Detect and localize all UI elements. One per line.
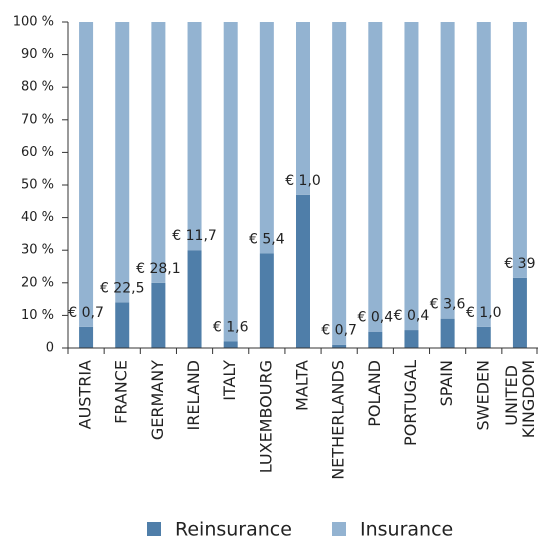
bar-segment — [151, 22, 166, 283]
bar-segment — [187, 250, 202, 348]
x-tick-label: NETHERLANDS — [329, 360, 348, 480]
bar-segment — [404, 330, 419, 348]
bar-segment — [115, 302, 130, 348]
y-tick-label: 80 % — [21, 80, 54, 95]
bar-segment — [151, 282, 166, 348]
data-annotation: € 11,7 — [172, 228, 217, 244]
bar-segment — [259, 22, 274, 254]
bar-segment — [296, 22, 310, 195]
data-annotation: € 5,4 — [249, 231, 285, 247]
x-tick-label: POLAND — [365, 360, 384, 427]
bar-segment — [440, 22, 455, 319]
x-tick-label: FRANCE — [112, 360, 131, 424]
bar-segment — [332, 22, 347, 345]
data-annotation: € 0,4 — [357, 310, 393, 326]
x-tick-label: IRELAND — [184, 360, 203, 430]
x-tick-label: GERMANY — [148, 360, 167, 440]
bar-segment — [223, 341, 238, 348]
x-tick-label: SPAIN — [437, 360, 456, 406]
bar-segment — [223, 22, 238, 342]
x-tick-label: LUXEMBOURG — [256, 360, 275, 473]
data-annotation: € 1,0 — [285, 173, 321, 189]
data-annotation: € 22,5 — [100, 280, 145, 296]
data-annotation: € 39 — [504, 256, 535, 272]
x-tick-label: UNITED KINGDOM — [501, 360, 537, 438]
y-tick-label: 50 % — [21, 178, 54, 193]
y-tick-label: 40 % — [21, 210, 54, 225]
bar-segment — [512, 277, 527, 348]
data-annotation: € 28,1 — [136, 261, 181, 277]
data-annotation: € 1,6 — [213, 319, 249, 335]
bar-segment — [259, 253, 274, 348]
legend-swatch — [147, 522, 161, 536]
y-tick-label: 100 % — [13, 15, 54, 30]
data-annotation: € 0,4 — [394, 308, 430, 324]
bar-segment — [296, 194, 310, 348]
data-annotation: € 0,7 — [68, 305, 104, 321]
bar-segment — [368, 22, 383, 332]
x-tick-label: PORTUGAL — [401, 360, 420, 446]
bar-segment — [476, 326, 491, 348]
y-tick-label: 60 % — [21, 145, 54, 160]
y-tick-label: 30 % — [21, 243, 54, 258]
data-annotation: € 3,6 — [430, 297, 466, 313]
x-tick-label: SWEDEN — [473, 360, 492, 430]
data-annotation: € 0,7 — [321, 323, 357, 339]
y-tick-label: 70 % — [21, 112, 54, 127]
y-tick-label: 20 % — [21, 275, 54, 290]
x-tick-label: ITALY — [220, 360, 239, 401]
legend-swatch — [332, 522, 346, 536]
y-tick-label: 90 % — [21, 47, 54, 62]
bar-segment — [476, 22, 491, 327]
y-tick-label: 0 — [46, 341, 54, 356]
data-annotation: € 1,0 — [466, 305, 502, 321]
bar-segment — [512, 22, 527, 278]
legend-label: Insurance — [360, 519, 453, 539]
x-tick-label: AUSTRIA — [76, 360, 95, 429]
bar-segment — [404, 22, 419, 331]
legend-label: Reinsurance — [175, 519, 292, 539]
y-tick-label: 10 % — [21, 308, 54, 323]
bar-segment — [79, 22, 94, 327]
bar-segment — [115, 22, 130, 303]
bar-segment — [440, 318, 455, 348]
bar-segment — [79, 326, 94, 348]
x-tick-label: MALTA — [293, 360, 312, 411]
bar-segment — [368, 331, 383, 348]
bar-segment — [187, 22, 202, 251]
bar-segment — [332, 344, 347, 348]
